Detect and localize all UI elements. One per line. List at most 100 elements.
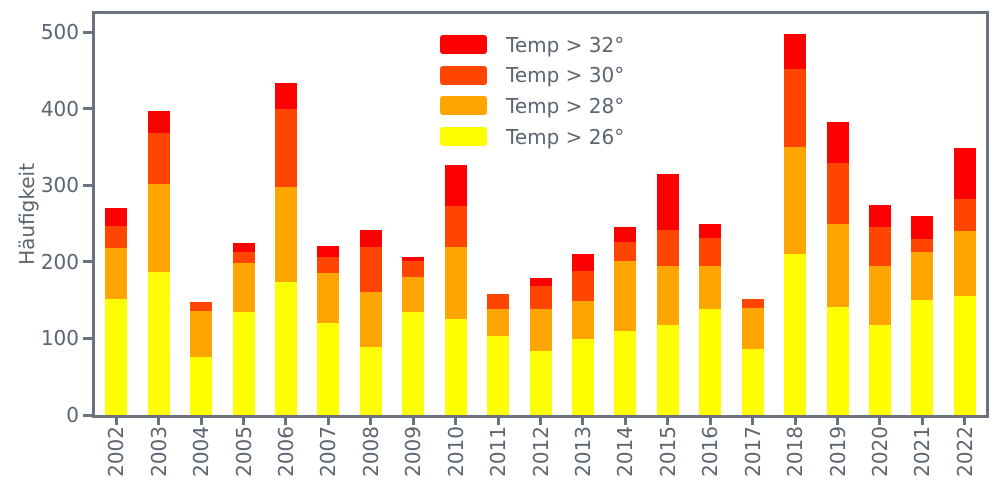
bar-segment-28 — [571, 300, 594, 340]
bar-segment-30 — [656, 230, 679, 266]
x-tick-mark — [326, 418, 330, 425]
bar-segment-28 — [529, 309, 552, 352]
bar-segment-30 — [741, 298, 764, 308]
bar-2014 — [614, 227, 637, 415]
x-tick-label: 2008 — [358, 426, 383, 477]
x-tick-label: 2011 — [486, 426, 511, 477]
bar-segment-28 — [741, 307, 764, 350]
x-tick-label: 2003 — [146, 426, 171, 477]
bar-segment-26 — [274, 282, 297, 415]
x-tick-mark — [920, 418, 924, 425]
bar-segment-28 — [190, 310, 213, 357]
x-tick-label: 2015 — [655, 426, 680, 477]
bar-segment-28 — [826, 224, 849, 307]
bar-2004 — [190, 301, 213, 415]
bar-2022 — [953, 148, 976, 415]
y-tick-label: 400 — [40, 96, 79, 121]
bar-segment-30 — [359, 247, 382, 292]
bar-segment-28 — [232, 262, 255, 313]
x-tick-label: 2019 — [825, 426, 850, 477]
bar-segment-26 — [953, 296, 976, 415]
bar-segment-32 — [784, 34, 807, 69]
bar-segment-32 — [444, 165, 467, 206]
bar-segment-26 — [147, 271, 170, 415]
bar-segment-28 — [359, 291, 382, 347]
bar-segment-28 — [105, 248, 128, 300]
x-tick-mark — [751, 418, 755, 425]
y-tick-mark — [83, 107, 92, 111]
bar-segment-32 — [402, 257, 425, 262]
bar-2016 — [699, 224, 722, 415]
legend-label: Temp > 28° — [506, 93, 625, 118]
bar-2015 — [656, 174, 679, 415]
x-tick-mark — [623, 418, 627, 425]
bar-2012 — [529, 277, 552, 415]
x-tick-mark — [114, 418, 118, 425]
x-tick-label: 2021 — [910, 426, 935, 477]
bar-segment-26 — [868, 325, 891, 415]
bar-segment-32 — [911, 215, 934, 239]
bar-segment-26 — [911, 300, 934, 415]
x-tick-label: 2009 — [401, 426, 426, 477]
x-tick-mark — [539, 418, 542, 425]
bar-segment-26 — [359, 346, 382, 415]
bar-segment-28 — [274, 186, 297, 283]
x-tick-mark — [242, 418, 245, 425]
x-tick-mark — [793, 418, 797, 425]
x-tick-mark — [708, 418, 712, 425]
y-tick-mark — [83, 183, 92, 187]
bar-segment-26 — [317, 323, 340, 415]
bar-segment-30 — [826, 163, 849, 225]
bar-segment-30 — [487, 293, 510, 310]
x-tick-label: 2022 — [952, 426, 977, 477]
x-tick-label: 2020 — [867, 426, 892, 477]
bar-segment-26 — [232, 312, 255, 415]
y-tick-label: 100 — [40, 326, 79, 351]
bar-segment-30 — [614, 241, 637, 262]
bar-segment-28 — [699, 265, 722, 309]
legend-swatch — [440, 65, 487, 85]
x-tick-mark — [369, 418, 373, 425]
bar-segment-32 — [868, 205, 891, 228]
bar-segment-26 — [784, 254, 807, 415]
bar-segment-26 — [656, 324, 679, 415]
bar-2008 — [359, 229, 382, 415]
x-tick-label: 2005 — [231, 426, 256, 477]
x-tick-mark — [199, 418, 203, 425]
bar-2002 — [105, 208, 128, 415]
bar-segment-30 — [784, 68, 807, 147]
bar-segment-28 — [953, 231, 976, 297]
bar-segment-26 — [741, 349, 764, 415]
bar-2006 — [274, 83, 297, 415]
bar-segment-28 — [614, 261, 637, 331]
x-tick-mark — [581, 418, 585, 425]
bar-segment-30 — [529, 285, 552, 310]
x-tick-mark — [157, 418, 161, 425]
bar-segment-30 — [953, 198, 976, 232]
x-tick-mark — [666, 418, 670, 425]
bar-segment-26 — [529, 351, 552, 415]
legend-swatch — [440, 35, 487, 54]
x-tick-mark — [963, 418, 967, 425]
bar-2011 — [487, 293, 510, 415]
bar-segment-32 — [699, 224, 722, 239]
bar-segment-30 — [317, 257, 340, 273]
bar-segment-30 — [105, 225, 128, 248]
x-tick-label: 2013 — [570, 426, 595, 477]
x-tick-mark — [411, 418, 415, 425]
bar-segment-30 — [699, 238, 722, 266]
bar-segment-26 — [402, 312, 425, 415]
bar-segment-32 — [826, 121, 849, 163]
bar-segment-30 — [911, 238, 934, 252]
bar-segment-28 — [444, 247, 467, 320]
bar-segment-30 — [571, 271, 594, 301]
x-tick-label: 2010 — [443, 426, 468, 477]
bar-2017 — [741, 298, 764, 415]
bar-segment-32 — [614, 227, 637, 242]
bar-segment-32 — [571, 254, 594, 271]
bar-2007 — [317, 245, 340, 415]
bar-segment-32 — [529, 277, 552, 286]
bar-2010 — [444, 165, 467, 415]
bar-segment-28 — [317, 272, 340, 324]
